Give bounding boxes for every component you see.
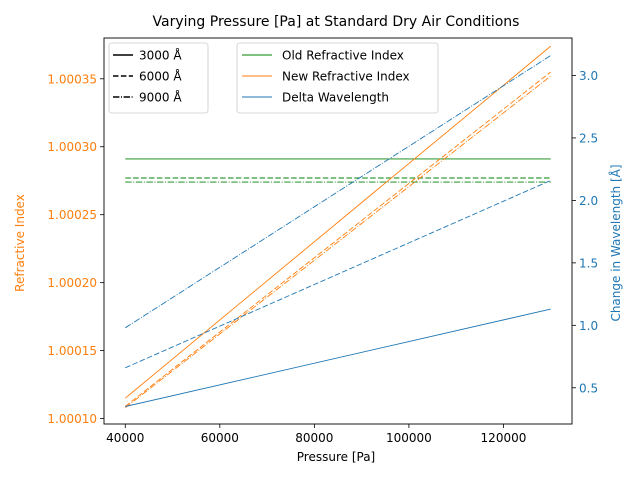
x-tick-label: 100000 [386,431,432,445]
right-tick-label: 1.5 [579,256,598,270]
series-line-delta-wavelength-6000 [125,179,551,369]
right-tick-label: 2.0 [579,194,598,208]
chart-title: Varying Pressure [Pa] at Standard Dry Ai… [153,14,520,30]
right-tick-label: 3.0 [579,69,598,83]
x-tick-label: 120000 [481,431,527,445]
series-line-delta-wavelength-9000 [125,55,551,329]
left-axis-label: Refractive Index [13,194,27,292]
x-axis-label: Pressure [Pa] [297,450,375,464]
right-tick-label: 1.0 [579,319,598,333]
x-tick-label: 60000 [201,431,239,445]
legend-quantity-label: New Refractive Index [282,70,410,84]
legend-style-label: 3000 Å [139,48,182,63]
series-line-new-refractive-index-3000 [124,45,552,399]
legend-style-label: 6000 Å [139,69,182,84]
series-line-new-refractive-index-9000 [124,75,552,409]
legend-styles-box [108,42,209,114]
legend-quantities-box [236,42,439,114]
left-tick-label: 1.00025 [47,208,97,222]
left-tick-label: 1.00010 [47,412,97,426]
right-axis-label: Change in Wavelength [Å] [608,164,623,321]
x-tick-label: 40000 [106,431,144,445]
left-tick-label: 1.00020 [47,276,97,290]
legend-quantity-label: Delta Wavelength [282,91,389,105]
left-tick-label: 1.00015 [47,344,97,358]
axes-layer: 40000 60000 80000 100000 120000 1.00010 1.0001… [47,37,598,445]
series-layer [124,45,552,409]
series-line-delta-wavelength-3000 [125,308,551,407]
plot-frame [103,37,573,425]
series-line-new-refractive-index-6000 [124,71,552,407]
left-tick-label: 1.00035 [47,72,97,86]
legend-layer: 3000 Å 6000 Å 9000 Å Old Refractive Index Ne… [108,42,439,114]
right-tick-label: 2.5 [579,131,598,145]
left-tick-label: 1.00030 [47,140,97,154]
x-tick-label: 80000 [295,431,333,445]
legend-style-label: 9000 Å [139,90,182,105]
right-tick-label: 0.5 [579,381,598,395]
legend-quantity-label: Old Refractive Index [282,49,404,63]
